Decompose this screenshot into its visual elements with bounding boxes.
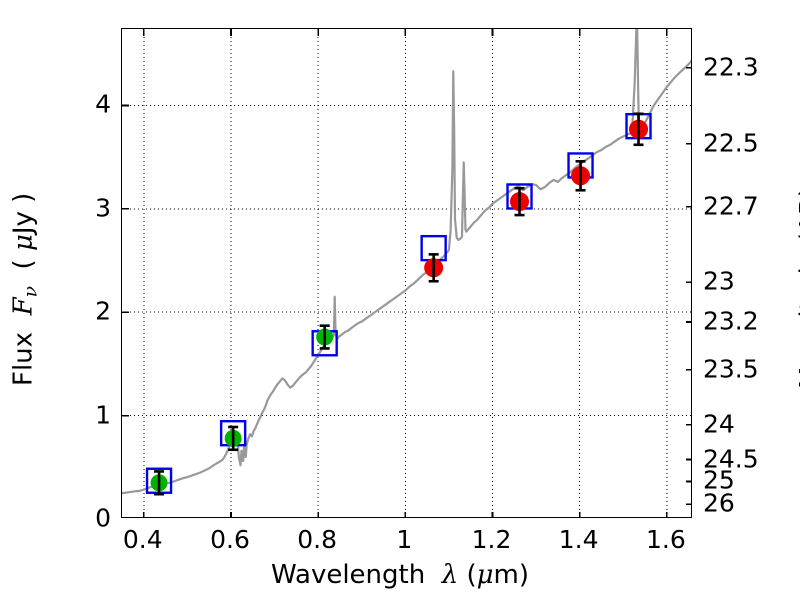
x-tick-label: 1.6 xyxy=(645,525,686,554)
magnitude-tick-label: 26 xyxy=(703,488,735,518)
magnitude-tick-label: 23 xyxy=(703,266,735,296)
magnitude-tick-label: 22.7 xyxy=(703,191,759,221)
x-tick-label: 1 xyxy=(396,525,413,554)
x-tick-label: 0.6 xyxy=(210,525,250,554)
magnitude-tick-label: 22.5 xyxy=(703,128,759,158)
x-tick-label: 0.4 xyxy=(122,525,163,554)
y-tick-label: 1 xyxy=(95,400,111,430)
magnitude-tick-label: 22.3 xyxy=(703,52,759,82)
y-tick-label: 0 xyxy=(95,503,111,533)
magnitude-tick-label: 24.5 xyxy=(703,444,759,473)
magnitude-tick-label: 25 xyxy=(703,465,735,495)
x-axis-label-text: Wavelength λ (μm) xyxy=(270,560,530,590)
y-tick-label: 3 xyxy=(95,193,111,223)
magnitude-tick-label: 23.2 xyxy=(703,306,759,336)
x-axis-label: Wavelength λ (μm) xyxy=(0,560,800,590)
magnitude-tick-label: 23.5 xyxy=(703,354,759,384)
y-axis-right-label: Magnitude (AB) xyxy=(795,58,800,518)
x-tick-label: 1.2 xyxy=(471,525,512,554)
observed-photometry-layer xyxy=(150,112,649,496)
y-axis-left-label-text: Flux Fν ( μJy ) xyxy=(8,192,42,386)
y-tick-label: 2 xyxy=(95,296,111,326)
spectrum-curve-layer xyxy=(122,29,691,495)
tickmarks-layer xyxy=(122,29,691,517)
x-tick-label: 0.8 xyxy=(297,525,338,554)
plot-area xyxy=(121,28,692,518)
y-tick-label: 4 xyxy=(95,89,111,119)
magnitude-tick-label: 24 xyxy=(703,409,735,439)
plot-canvas xyxy=(122,29,691,517)
y-axis-right-label-text: Magnitude (AB) xyxy=(795,187,800,389)
y-axis-left-label: Flux Fν ( μJy ) xyxy=(9,59,42,519)
x-tick-label: 1.4 xyxy=(558,525,599,554)
